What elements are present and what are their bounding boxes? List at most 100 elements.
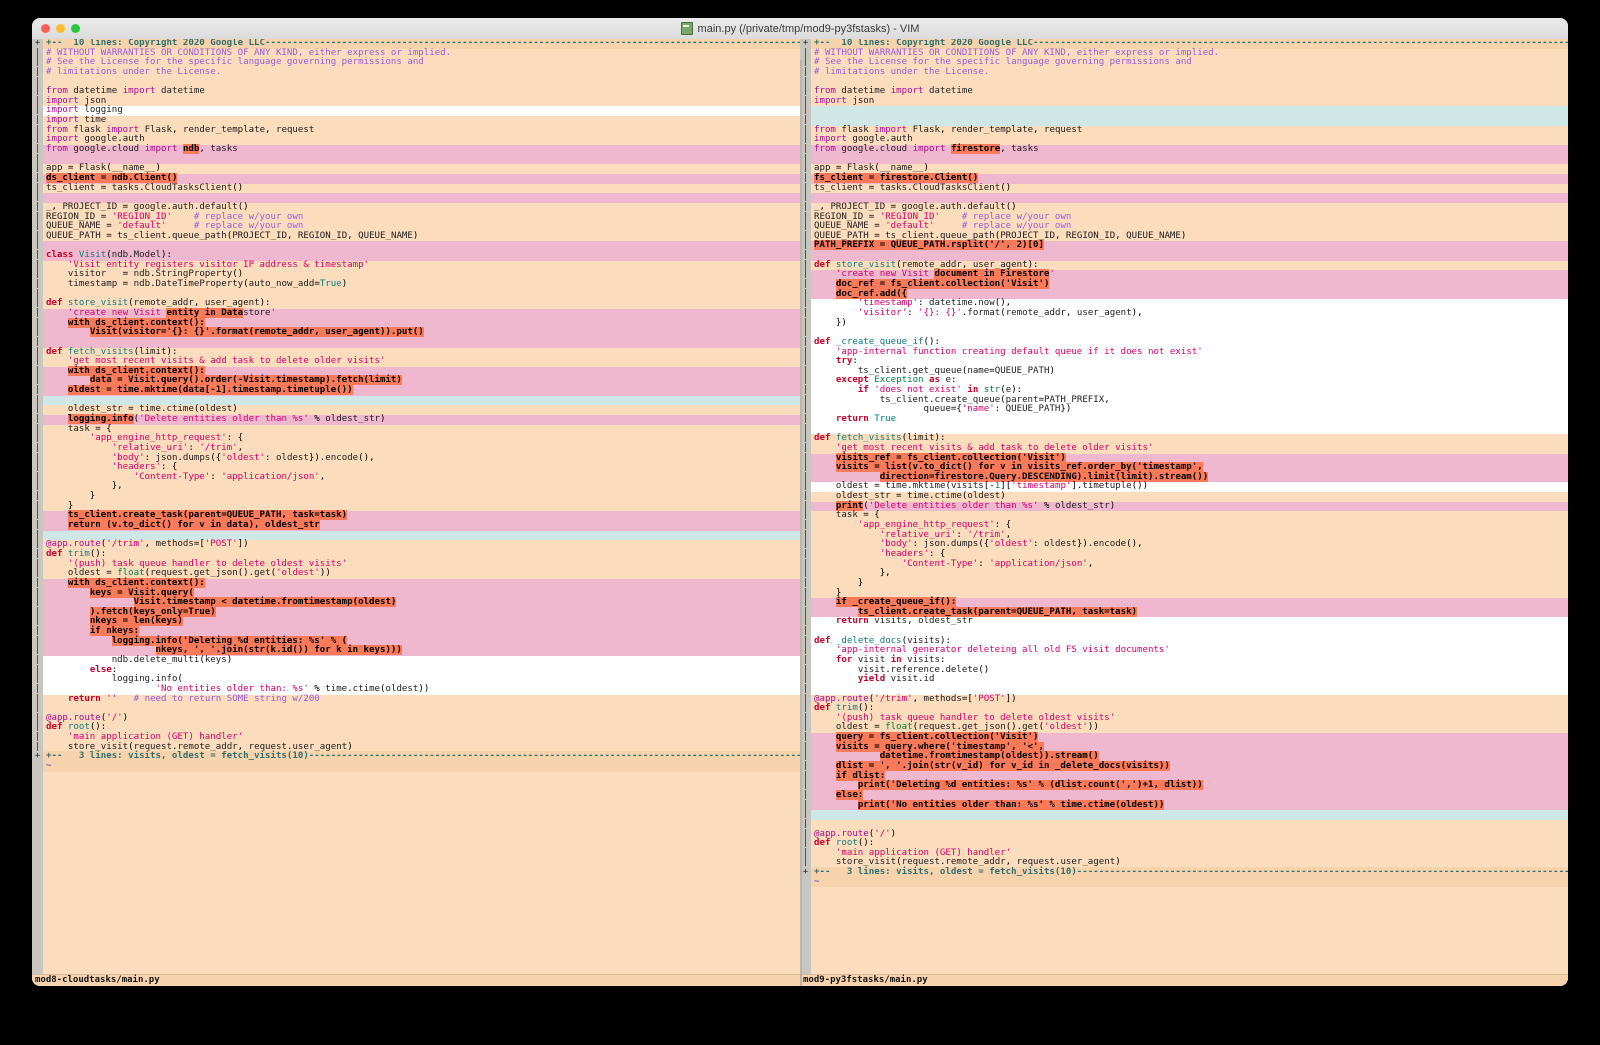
- code-line[interactable]: 'Content-Type': 'application/json',: [43, 472, 800, 483]
- code-line[interactable]: 'timestamp': datetime.now(),: [811, 298, 1568, 309]
- code-line[interactable]: ).fetch(keys_only=True): [43, 606, 800, 618]
- code-line[interactable]: [43, 154, 800, 165]
- code-line[interactable]: visits = query.where('timestamp', '<',: [811, 741, 1568, 753]
- code-line[interactable]: store_visit(request.remote_addr, request…: [43, 742, 800, 753]
- code-line[interactable]: oldest_str = time.ctime(oldest): [43, 405, 800, 415]
- code-line[interactable]: }: [811, 588, 1568, 599]
- code-line[interactable]: 'main application (GET) handler': [43, 732, 800, 743]
- code-line[interactable]: if nkeys:: [43, 626, 800, 637]
- code-line[interactable]: 'create new Visit document in Firestore': [811, 269, 1568, 281]
- code-line[interactable]: [811, 627, 1568, 637]
- code-line[interactable]: [43, 704, 800, 714]
- pane-left[interactable]: + | | | | | | | | | | | | | | | | | | | | | | | | | | | | | | | | | | | | | | |…: [32, 39, 800, 986]
- code-line[interactable]: dlist = ', '.join(str(v_id) for v_id in …: [811, 761, 1568, 772]
- code-line[interactable]: }: [43, 501, 800, 512]
- code-line[interactable]: [43, 530, 800, 541]
- code-line[interactable]: if dlist:: [811, 770, 1568, 782]
- code-line[interactable]: visits = list(v.to_dict() for v in visit…: [811, 462, 1568, 473]
- code-line[interactable]: [811, 116, 1568, 126]
- code-line[interactable]: 'get most recent visits & add task to de…: [43, 356, 800, 367]
- code-line[interactable]: [811, 684, 1568, 695]
- code-line[interactable]: # limitations under the License.: [43, 67, 800, 78]
- code-line[interactable]: 'body': json.dumps({'oldest': oldest}).e…: [43, 453, 800, 464]
- code-line[interactable]: ts_client = tasks.CloudTasksClient(): [811, 183, 1568, 194]
- code-line[interactable]: 'No entities older than: %s' % time.ctim…: [43, 684, 800, 695]
- code-line[interactable]: [811, 810, 1568, 820]
- code-line[interactable]: [811, 251, 1568, 261]
- code-line[interactable]: REGION_ID = 'REGION_ID' # replace w/your…: [43, 212, 800, 223]
- code-line[interactable]: [811, 154, 1568, 165]
- code-line[interactable]: 'headers': {: [811, 549, 1568, 560]
- code-line[interactable]: [811, 106, 1568, 117]
- code-line[interactable]: 'app-internal function creating default …: [811, 347, 1568, 358]
- code-line[interactable]: return True: [811, 414, 1568, 425]
- code-line[interactable]: def store_visit(remote_addr, user_agent)…: [811, 260, 1568, 271]
- code-line[interactable]: else:: [811, 789, 1568, 801]
- code-line[interactable]: Visit.timestamp < datetime.fromtimestamp…: [43, 597, 800, 608]
- code-line[interactable]: [811, 424, 1568, 435]
- code-line[interactable]: oldest_str = time.ctime(oldest): [811, 491, 1568, 502]
- code-line[interactable]: _, PROJECT_ID = google.auth.default(): [811, 202, 1568, 213]
- code-line[interactable]: 'get most recent visits & add task to de…: [811, 443, 1568, 454]
- code-line[interactable]: with ds_client.context():: [43, 317, 800, 329]
- code-line[interactable]: '(push) task queue handler to delete old…: [43, 559, 800, 570]
- close-button[interactable]: [41, 24, 50, 33]
- code-line[interactable]: fs_client = firestore.Client(): [811, 172, 1568, 184]
- code-line[interactable]: logging.info('Delete entities older than…: [43, 413, 800, 425]
- fold-line[interactable]: +-- 3 lines: visits, oldest = fetch_visi…: [43, 751, 800, 763]
- code-line[interactable]: visit.reference.delete(): [811, 665, 1568, 676]
- code-line[interactable]: QUEUE_NAME = 'default' # replace w/your …: [43, 221, 800, 232]
- code-line[interactable]: ts_client.get_queue(name=QUEUE_PATH): [811, 366, 1568, 377]
- code-line[interactable]: Visit(visitor='{}: {}'.format(remote_add…: [43, 327, 800, 338]
- code-line[interactable]: def store_visit(remote_addr, user_agent)…: [43, 298, 800, 309]
- code-line[interactable]: },: [43, 482, 800, 493]
- code-line[interactable]: import json: [811, 96, 1568, 107]
- minimize-button[interactable]: [56, 24, 65, 33]
- code-line[interactable]: 'app_engine_http_request': {: [43, 433, 800, 444]
- code-line[interactable]: logging.info('Deleting %d entities: %s' …: [43, 635, 800, 647]
- code-line[interactable]: def fetch_visits(limit):: [43, 347, 800, 358]
- code-line[interactable]: timestamp = ndb.DateTimeProperty(auto_no…: [43, 279, 800, 290]
- code-line[interactable]: oldest = float(request.get_json().get('o…: [43, 568, 800, 579]
- code-line[interactable]: import google.auth: [811, 135, 1568, 146]
- code-line[interactable]: print('Delete entities older than %s' % …: [811, 500, 1568, 512]
- code-line[interactable]: direction=firestore.Query.DESCENDING).li…: [811, 471, 1568, 483]
- code-line[interactable]: visits_ref = fs_client.collection('Visit…: [811, 452, 1568, 464]
- code-line[interactable]: def trim():: [43, 549, 800, 560]
- code-line[interactable]: yield visit.id: [811, 674, 1568, 685]
- code-line[interactable]: if _create_queue_if():: [811, 597, 1568, 608]
- pane-right[interactable]: + | | | | | | | | | | | | | | | | | | | | | | | | | | | | | | | | | | | | | | |…: [800, 39, 1568, 986]
- code-line[interactable]: print('No entities older than: %s' % tim…: [811, 799, 1568, 811]
- code-line[interactable]: oldest = float(request.get_json().get('o…: [811, 723, 1568, 734]
- code-line[interactable]: [811, 328, 1568, 338]
- code-line[interactable]: def trim():: [811, 703, 1568, 714]
- code-line[interactable]: # See the License for the specific langu…: [43, 57, 800, 68]
- code-line[interactable]: 'visitor': '{}: {}'.format(remote_addr, …: [811, 308, 1568, 319]
- code-line[interactable]: data = Visit.query().order(-Visit.timest…: [43, 375, 800, 387]
- code-line[interactable]: '(push) task queue handler to delete old…: [811, 713, 1568, 724]
- code-line[interactable]: QUEUE_PATH = ts_client.queue_path(PROJEC…: [43, 231, 800, 242]
- code-line[interactable]: REGION_ID = 'REGION_ID' # replace w/your…: [811, 212, 1568, 223]
- code-line[interactable]: @app.route('/trim', methods=['POST']): [811, 694, 1568, 705]
- code-line[interactable]: 'body': json.dumps({'oldest': oldest}).e…: [811, 539, 1568, 550]
- code-line[interactable]: 'main application (GET) handler': [811, 848, 1568, 859]
- code-line[interactable]: 'app-internal generator deleteing all ol…: [811, 646, 1568, 656]
- code-line[interactable]: import google.auth: [43, 135, 800, 146]
- code-line[interactable]: # WITHOUT WARRANTIES OR CONDITIONS OF AN…: [811, 48, 1568, 59]
- fold-line[interactable]: +-- 10 lines: Copyright 2020 Google LLC-…: [43, 39, 800, 49]
- code-line[interactable]: else:: [43, 665, 800, 676]
- code-line[interactable]: doc_ref = fs_client.collection('Visit'): [811, 279, 1568, 290]
- code-line[interactable]: from google.cloud import ndb, tasks: [43, 144, 800, 155]
- code-line[interactable]: 'create new Visit entity in Datastore': [43, 307, 800, 319]
- code-line[interactable]: task = {: [811, 511, 1568, 522]
- code-line[interactable]: print('Deleting %d entities: %s' % (dlis…: [811, 780, 1568, 791]
- fold-line[interactable]: +-- 3 lines: visits, oldest = fetch_visi…: [811, 867, 1568, 878]
- code-line[interactable]: app = Flask(__name__): [43, 164, 800, 174]
- code-line[interactable]: [43, 193, 800, 203]
- code-line[interactable]: doc_ref.add({: [811, 288, 1568, 300]
- code-line[interactable]: 'headers': {: [43, 462, 800, 473]
- code-line[interactable]: from datetime import datetime: [811, 86, 1568, 97]
- code-line[interactable]: @app.route('/'): [811, 829, 1568, 840]
- code-line[interactable]: visitor = ndb.StringProperty(): [43, 270, 800, 281]
- code-line[interactable]: from flask import Flask, render_template…: [811, 125, 1568, 136]
